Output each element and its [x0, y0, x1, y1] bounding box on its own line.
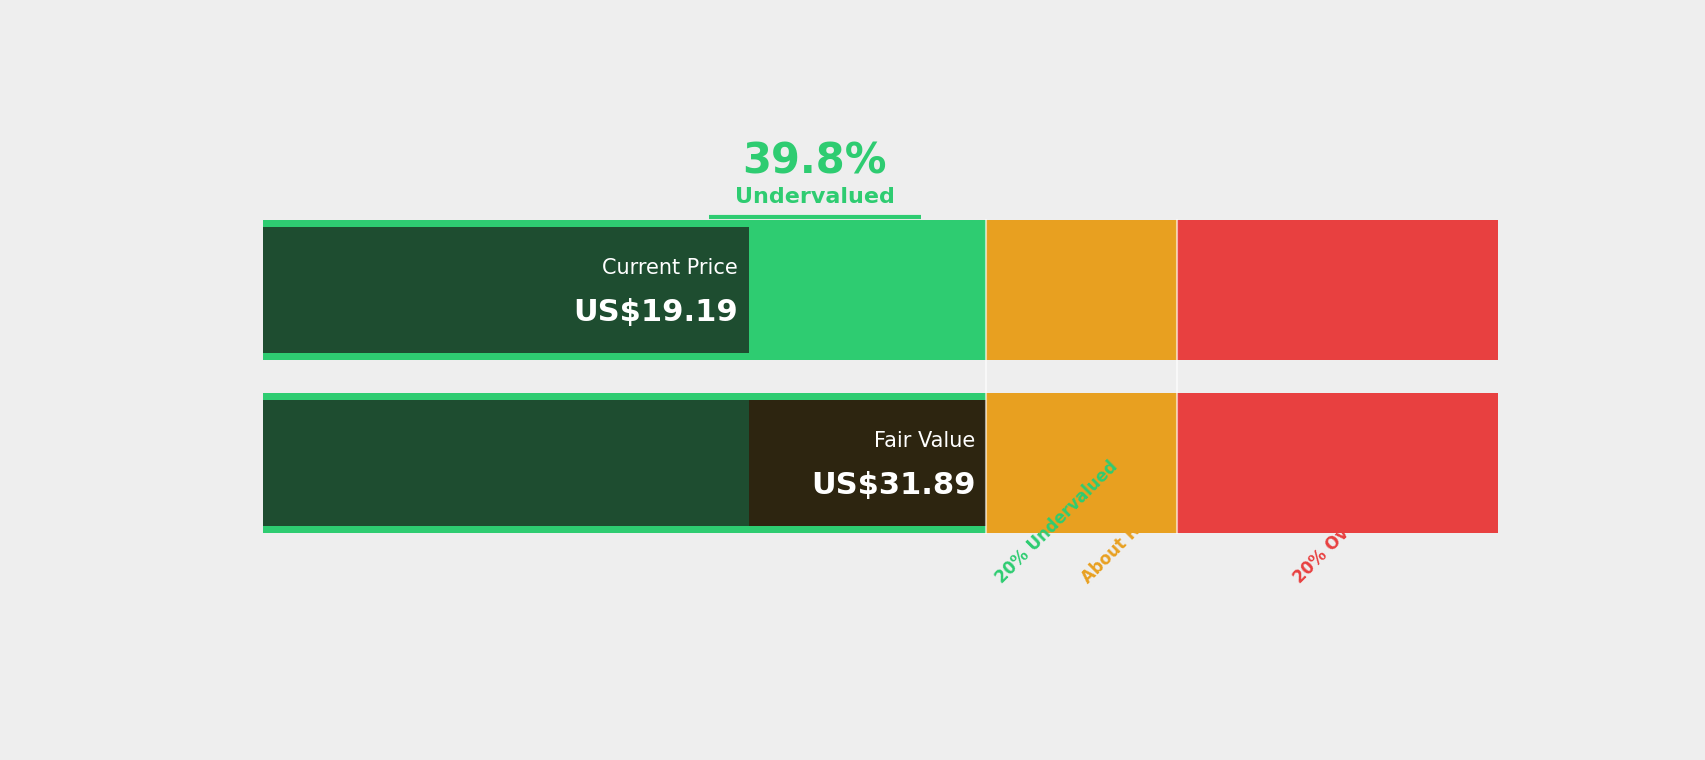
Text: 20% Overvalued: 20% Overvalued [1289, 466, 1410, 587]
Bar [263, 393, 985, 533]
Text: Undervalued: Undervalued [735, 186, 893, 207]
Text: US$31.89: US$31.89 [810, 470, 975, 499]
Bar [1176, 393, 1497, 533]
Text: 20% Undervalued: 20% Undervalued [992, 458, 1122, 587]
Text: Current Price: Current Price [602, 258, 738, 278]
Text: 39.8%: 39.8% [742, 141, 887, 182]
Bar [1176, 220, 1497, 360]
Bar [263, 400, 748, 526]
Bar [985, 393, 1176, 533]
Bar [263, 227, 748, 353]
Bar [985, 220, 1176, 360]
Bar [263, 220, 985, 360]
Text: About Right: About Right [1078, 495, 1170, 587]
Text: US$19.19: US$19.19 [573, 298, 738, 327]
Bar [748, 400, 985, 526]
Text: Fair Value: Fair Value [873, 431, 975, 451]
